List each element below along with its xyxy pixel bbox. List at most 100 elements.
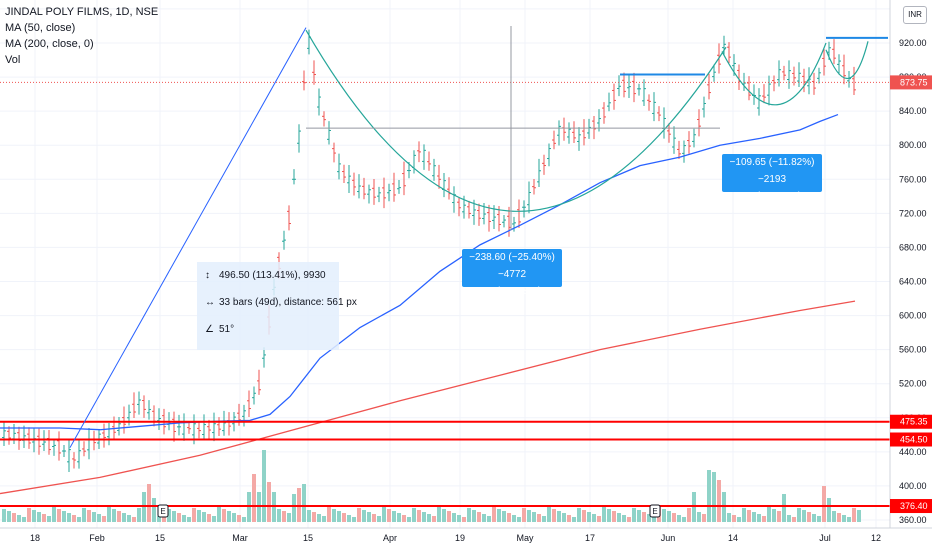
volume-bar [547,507,551,522]
volume-bar [502,511,506,522]
volume-bar [622,515,626,522]
volume-bar [707,470,711,522]
volume-bar [752,512,756,522]
volume-bar [387,509,391,522]
time-tick-label: 18 [30,533,40,543]
volume-bar [762,516,766,522]
volume-bar [482,514,486,522]
currency-badge[interactable]: INR [903,6,927,24]
measure-1-line2: 58 bars, 87d [484,286,540,297]
legend-vol[interactable]: Vol [5,54,21,66]
volume-bar [137,508,141,522]
volume-bar [17,515,21,522]
volume-bar [462,517,466,522]
volume-bar [87,510,91,522]
volume-bar [107,507,111,522]
time-tick-label: 19 [455,533,465,543]
volume-bar [612,511,616,522]
earnings-marker[interactable] [649,504,661,518]
price-label-text: 475.35 [900,417,928,427]
legend-symbol[interactable]: JINDAL POLY FILMS, 1D, NSE [5,6,159,18]
volume-bar [427,514,431,522]
angle-icon: ∠ [205,324,214,335]
ma200-line [0,300,856,495]
volume-bar [32,510,36,522]
price-tick-label: 600.00 [899,311,927,321]
earnings-marker-label: E [160,507,165,516]
volume-bar [507,513,511,522]
volume-bar [397,513,401,522]
volume-bar [817,516,821,522]
price-tick-label: 760.00 [899,174,927,184]
volume-bar [357,508,361,522]
volume-bar [97,514,101,522]
volume-bar [52,507,56,522]
earnings-marker[interactable] [157,504,169,518]
time-tick-label: May [516,533,534,543]
volume-bar [132,517,136,522]
price-label-text: 376.40 [900,501,928,511]
volume-bar [437,507,441,522]
volume-bar [667,511,671,522]
volume-bar [287,513,291,522]
price-tick-label: 720.00 [899,208,927,218]
price-tick-label: 520.00 [899,379,927,389]
volume-bar [697,512,701,522]
volume-bar [242,517,246,522]
volume-bar [407,517,411,522]
price-tick-label: 800.00 [899,140,927,150]
volume-bar [182,515,186,522]
earnings-marker-label: E [652,507,657,516]
measure-box-1: −238.60 (−25.40%) −4772 58 bars, 87d [462,249,562,297]
volume-bar [447,511,451,522]
volume-bar [422,512,426,522]
volume-bar [232,513,236,522]
volume-bar [167,509,171,522]
price-tick-label: 360.00 [899,515,927,525]
volume-bar [77,517,81,522]
volume-bar [847,517,851,522]
volume-bar [307,510,311,522]
volume-bar [652,516,656,522]
time-tick-label: 15 [155,533,165,543]
info-angle: 51° [219,324,235,335]
volume-bar [492,507,496,522]
time-tick-label: Jun [661,533,676,543]
price-tick-label: 680.00 [899,242,927,252]
volume-bar [122,513,126,522]
legend-ma50[interactable]: MA (50, close) [5,22,76,34]
volume-bar [532,512,536,522]
volume-bar [852,508,856,522]
volume-bar [187,517,191,522]
legend-ma200[interactable]: MA (200, close, 0) [5,38,94,50]
volume-bar [782,494,786,522]
volume-bar [277,509,281,522]
volume-bar [757,514,761,522]
price-tick-label: 440.00 [899,447,927,457]
volume-bar [342,513,346,522]
volume-bar [127,515,131,522]
volume-bar [22,517,26,522]
volume-bar [412,508,416,522]
volume-bar [192,508,196,522]
volume-bar [67,513,71,522]
volume-bar [57,509,61,522]
volume-bar [92,512,96,522]
volume-bar [577,508,581,522]
time-tick-label: Apr [383,533,397,543]
volume-bar [787,515,791,522]
price-tick-label: 840.00 [899,106,927,116]
time-tick-label: 12 [871,533,881,543]
price-label-text: 873.75 [900,77,928,87]
volume-bar [317,514,321,522]
volume-bar [512,515,516,522]
volume-bar [807,512,811,522]
volume-bar [377,516,381,522]
volume-bar [327,507,331,522]
volume-bar [827,498,831,522]
volume-bar [597,516,601,522]
volume-bar [767,507,771,522]
volume-bar [562,513,566,522]
